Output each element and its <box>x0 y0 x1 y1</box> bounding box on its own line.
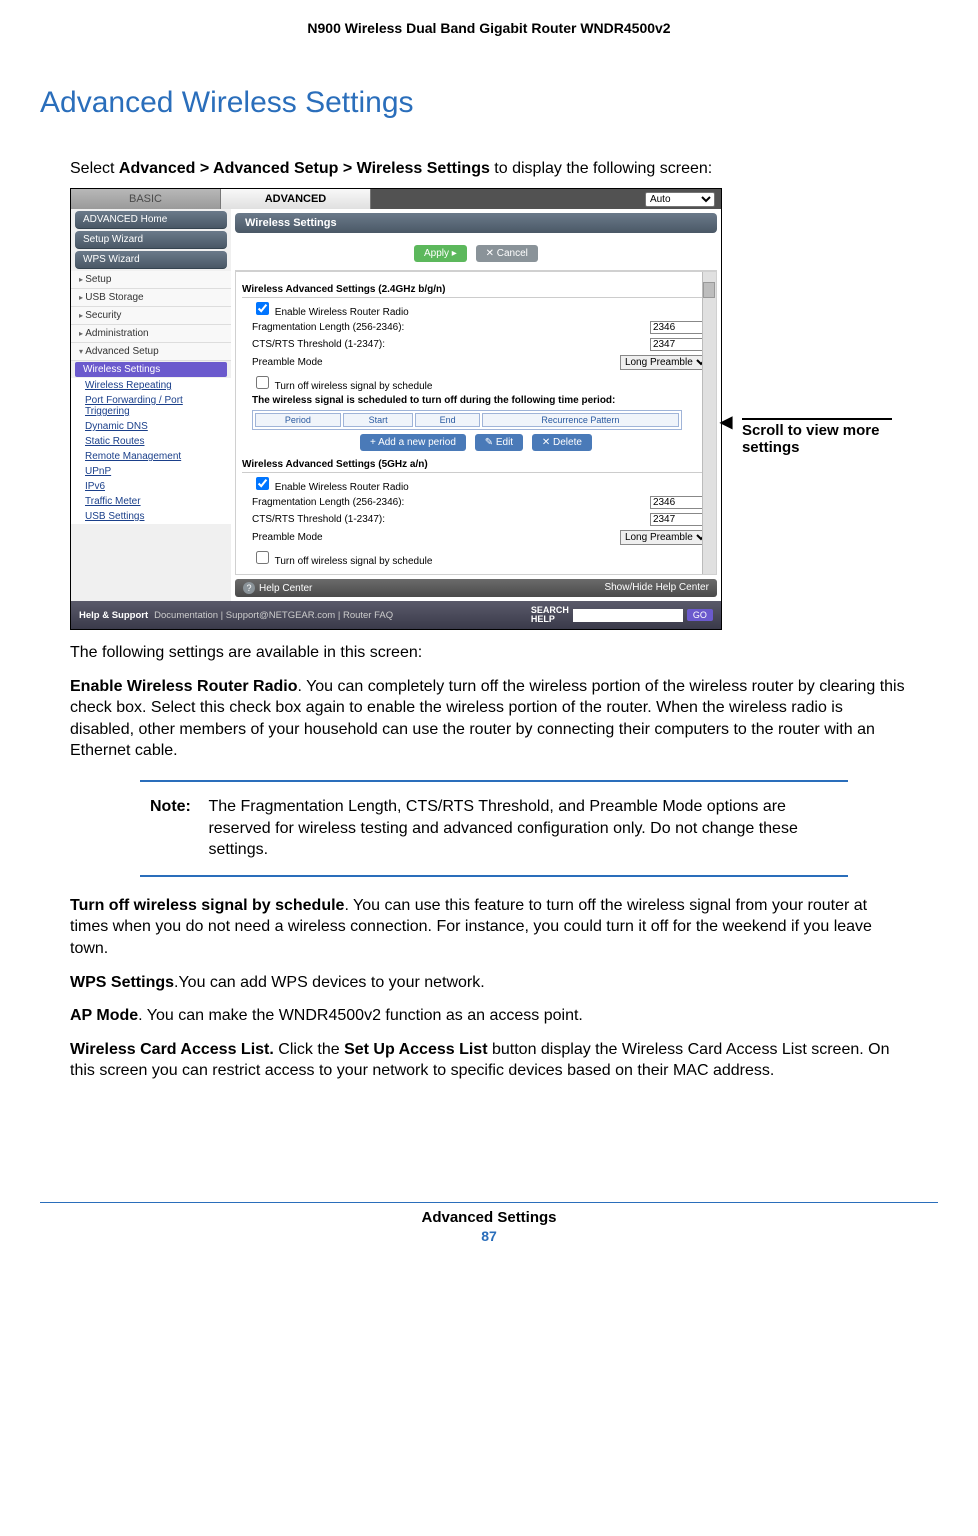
frag-24-label: Fragmentation Length (256-2346): <box>252 322 650 333</box>
note-label: Note: <box>150 796 204 818</box>
scrollbar[interactable] <box>702 272 716 574</box>
preamble-5-select[interactable]: Long Preamble <box>620 530 710 545</box>
sidebar-sub-ipv6[interactable]: IPv6 <box>71 479 231 494</box>
enable-radio-24-label: Enable Wireless Router Radio <box>275 307 409 318</box>
para-enable-radio: Enable Wireless Router Radio. You can co… <box>70 676 908 762</box>
sidebar-wps-wizard[interactable]: WPS Wizard <box>75 251 227 269</box>
para-schedule: Turn off wireless signal by schedule. Yo… <box>70 895 908 960</box>
intro-suffix: to display the following screen: <box>490 160 712 177</box>
schedule-table: Period Start End Recurrence Pattern <box>252 410 682 430</box>
sidebar-sub-static-routes[interactable]: Static Routes <box>71 434 231 449</box>
th-start: Start <box>343 413 414 427</box>
sched-24[interactable]: Turn off wireless signal by schedule <box>252 372 710 393</box>
preamble-24-select[interactable]: Long Preamble <box>620 355 710 370</box>
search-help-label: SEARCHHELP <box>531 606 569 624</box>
main-panel: Wireless Settings Apply ▸ ✕ Cancel Wirel… <box>231 209 721 601</box>
cts-24-label: CTS/RTS Threshold (1-2347): <box>252 339 650 350</box>
preamble-24-label: Preamble Mode <box>252 357 620 368</box>
body-text: The following settings are available in … <box>70 642 908 1082</box>
panel-title: Wireless Settings <box>235 213 717 233</box>
sched-5[interactable]: Turn off wireless signal by schedule <box>252 547 710 568</box>
cts-5-label: CTS/RTS Threshold (1-2347): <box>252 514 650 525</box>
page-number: 87 <box>40 1228 938 1244</box>
sidebar-sub-traffic[interactable]: Traffic Meter <box>71 494 231 509</box>
preamble-5-label: Preamble Mode <box>252 532 620 543</box>
sched-note: The wireless signal is scheduled to turn… <box>242 393 710 408</box>
sidebar-sub-usb-settings[interactable]: USB Settings <box>71 509 231 524</box>
sidebar-sub-ddns[interactable]: Dynamic DNS <box>71 419 231 434</box>
add-period-button[interactable]: + Add a new period <box>360 434 466 451</box>
intro-breadcrumb: Advanced > Advanced Setup > Wireless Set… <box>119 160 490 177</box>
note-body: The Fragmentation Length, CTS/RTS Thresh… <box>208 796 836 861</box>
cts-5-input[interactable] <box>650 513 710 526</box>
sidebar-item-advsetup[interactable]: Advanced Setup <box>71 343 231 361</box>
sched-24-label: Turn off wireless signal by schedule <box>275 381 433 392</box>
sidebar-sub-portfwd[interactable]: Port Forwarding / Port Triggering <box>71 393 231 419</box>
th-recurrence: Recurrence Pattern <box>482 413 679 427</box>
edit-period-button[interactable]: ✎ Edit <box>475 434 523 451</box>
section-5ghz: Wireless Advanced Settings (5GHz a/n) <box>242 457 710 473</box>
sidebar-setup-wizard[interactable]: Setup Wizard <box>75 231 227 249</box>
help-center-label[interactable]: Help Center <box>259 583 312 594</box>
sidebar-item-admin[interactable]: Administration <box>71 325 231 343</box>
sidebar-sub-upnp[interactable]: UPnP <box>71 464 231 479</box>
help-bar: ? Help Center Show/Hide Help Center <box>235 579 717 597</box>
frag-24-input[interactable] <box>650 321 710 334</box>
para-wps: WPS Settings.You can add WPS devices to … <box>70 972 908 994</box>
language-select[interactable]: Auto <box>645 192 715 207</box>
sidebar-item-setup[interactable]: Setup <box>71 271 231 289</box>
router-screenshot: BASIC ADVANCED Auto ADVANCED Home Setup … <box>70 188 722 630</box>
th-period: Period <box>255 413 341 427</box>
para-intro: The following settings are available in … <box>70 642 908 664</box>
sched-5-label: Turn off wireless signal by schedule <box>275 556 433 567</box>
frag-5-input[interactable] <box>650 496 710 509</box>
scroll-callout: ◀ Scroll to view more settings <box>742 418 938 456</box>
support-footer: Help & Support Documentation | Support@N… <box>71 601 721 629</box>
go-button[interactable]: GO <box>687 609 713 621</box>
sidebar-sub-wireless-settings[interactable]: Wireless Settings <box>75 362 227 377</box>
tab-advanced[interactable]: ADVANCED <box>221 189 371 209</box>
scroll-panel: Wireless Advanced Settings (2.4GHz b/g/n… <box>235 271 717 575</box>
note-box: Note: The Fragmentation Length, CTS/RTS … <box>140 780 848 877</box>
enable-radio-5[interactable]: Enable Wireless Router Radio <box>252 473 710 494</box>
apply-button[interactable]: Apply ▸ <box>414 245 467 262</box>
tab-basic[interactable]: BASIC <box>71 189 221 209</box>
document-header: N900 Wireless Dual Band Gigabit Router W… <box>40 20 938 36</box>
page-title: Advanced Wireless Settings <box>40 86 938 120</box>
tab-bar: BASIC ADVANCED Auto <box>71 189 721 209</box>
frag-5-label: Fragmentation Length (256-2346): <box>252 497 650 508</box>
arrow-icon: ◀ <box>720 412 732 432</box>
sidebar-item-security[interactable]: Security <box>71 307 231 325</box>
cts-24-input[interactable] <box>650 338 710 351</box>
intro-text: Select Advanced > Advanced Setup > Wirel… <box>70 160 938 178</box>
para-card-access: Wireless Card Access List. Click the Set… <box>70 1039 908 1082</box>
section-24ghz: Wireless Advanced Settings (2.4GHz b/g/n… <box>242 282 710 298</box>
th-end: End <box>415 413 479 427</box>
delete-period-button[interactable]: ✕ Delete <box>532 434 592 451</box>
callout-text: Scroll to view more settings <box>742 422 880 456</box>
intro-prefix: Select <box>70 160 119 177</box>
search-input[interactable] <box>573 609 683 622</box>
sidebar-advanced-home[interactable]: ADVANCED Home <box>75 211 227 229</box>
sidebar: ADVANCED Home Setup Wizard WPS Wizard Se… <box>71 209 231 601</box>
enable-radio-24[interactable]: Enable Wireless Router Radio <box>252 298 710 319</box>
scrollbar-thumb[interactable] <box>703 282 715 298</box>
help-toggle[interactable]: Show/Hide Help Center <box>604 582 709 594</box>
footer-section-name: Advanced Settings <box>40 1209 938 1226</box>
sidebar-sub-repeating[interactable]: Wireless Repeating <box>71 378 231 393</box>
help-support-label: Help & Support <box>79 610 148 621</box>
sidebar-item-usb[interactable]: USB Storage <box>71 289 231 307</box>
para-apmode: AP Mode. You can make the WNDR4500v2 fun… <box>70 1005 908 1027</box>
document-footer: Advanced Settings 87 <box>40 1202 938 1244</box>
footer-links[interactable]: Documentation | Support@NETGEAR.com | Ro… <box>154 610 393 621</box>
sidebar-sub-remote-mgmt[interactable]: Remote Management <box>71 449 231 464</box>
cancel-button[interactable]: ✕ Cancel <box>476 245 538 262</box>
help-icon: ? <box>243 582 255 594</box>
panel-action-bar: Apply ▸ ✕ Cancel <box>235 237 717 271</box>
enable-radio-5-label: Enable Wireless Router Radio <box>275 482 409 493</box>
